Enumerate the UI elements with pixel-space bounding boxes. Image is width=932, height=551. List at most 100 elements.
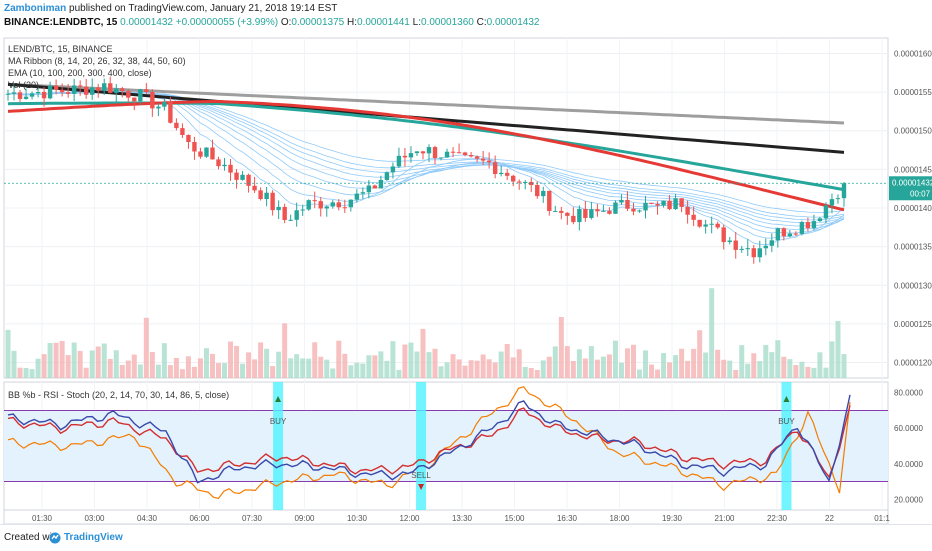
volume-bar — [438, 366, 444, 378]
osc-tick-label: 40.0000 — [894, 460, 923, 469]
volume-bar — [5, 329, 11, 378]
candle-body — [733, 240, 738, 250]
low-label: L: — [412, 17, 421, 28]
volume-bar — [630, 344, 636, 378]
candle-body — [444, 151, 450, 158]
volume-bar — [155, 364, 161, 378]
volume-bar — [793, 365, 799, 378]
candle-body — [258, 190, 263, 200]
candle-body — [739, 248, 744, 250]
candle-body — [559, 210, 564, 213]
candle-body — [426, 147, 432, 154]
volume-bar — [775, 340, 781, 378]
volume-bar — [624, 348, 630, 378]
candle-body — [655, 203, 660, 206]
publish-header: Zamboniman published on TradingView.com,… — [0, 0, 932, 16]
last-price: 0.00001432 — [120, 17, 173, 28]
author-name[interactable]: Zamboniman — [4, 3, 67, 14]
volume-bar — [167, 365, 173, 378]
volume-bar — [649, 364, 655, 378]
candle-body — [643, 202, 648, 211]
candle-body — [174, 122, 179, 129]
volume-bar — [757, 361, 763, 378]
volume-bar — [360, 363, 366, 378]
time-tick-label: 22:30 — [767, 514, 788, 523]
volume-bar — [510, 357, 516, 378]
volume-bar — [41, 354, 47, 378]
volume-bar — [691, 348, 697, 378]
volume-bar — [769, 352, 775, 378]
volume-bar — [444, 362, 450, 378]
volume-bar — [113, 350, 119, 378]
volume-bar — [462, 365, 468, 378]
candle-body — [619, 199, 624, 203]
volume-bar — [576, 349, 582, 378]
volume-bar — [811, 367, 817, 378]
volume-bar — [715, 349, 721, 378]
candle-body — [330, 202, 335, 207]
volume-bar — [606, 354, 612, 378]
volume-bar — [594, 359, 600, 378]
candle-body — [757, 248, 762, 258]
candle-body — [252, 185, 257, 191]
volume-bar — [661, 353, 667, 378]
candle-body — [354, 193, 360, 200]
signal-column — [781, 382, 792, 510]
volume-bar — [486, 359, 492, 378]
price-change: +0.00000055 (+3.99%) — [175, 17, 279, 28]
time-tick-label: 21:00 — [714, 514, 735, 523]
volume-bar — [618, 362, 624, 378]
volume-bar — [312, 342, 318, 378]
volume-bar — [823, 367, 829, 378]
volume-bar — [516, 349, 522, 378]
volume-bar — [721, 359, 727, 378]
candle-body — [17, 92, 23, 99]
candle-body — [589, 209, 594, 218]
candle-body — [216, 159, 221, 167]
candle-body — [120, 88, 125, 92]
candle-body — [180, 128, 185, 135]
volume-bar — [209, 353, 215, 378]
candle-body — [769, 240, 775, 246]
volume-bar — [468, 360, 474, 378]
candle-body — [312, 200, 317, 202]
volume-bar — [588, 346, 594, 378]
candle-body — [414, 151, 420, 154]
volume-bar — [703, 352, 709, 378]
volume-bar — [270, 366, 276, 378]
volume-bar — [450, 354, 456, 378]
candle-body — [234, 172, 239, 180]
signal-column — [273, 382, 284, 510]
candle-body — [523, 181, 528, 183]
candle-body — [571, 215, 576, 223]
volume-bar — [294, 354, 300, 378]
volume-bar — [637, 369, 642, 378]
volume-bar — [107, 358, 113, 378]
candle-body — [547, 190, 552, 211]
tradingview-link[interactable]: TradingView — [64, 532, 123, 543]
volume-bar — [234, 345, 240, 378]
volume-bar — [552, 346, 558, 378]
candle-body — [270, 192, 275, 211]
candle-body — [83, 86, 89, 95]
ma-ribbon-line — [7, 90, 845, 234]
candle-body — [841, 183, 847, 199]
candle-body — [59, 89, 65, 93]
candle-body — [763, 245, 768, 249]
volume-bar — [336, 340, 342, 378]
volume-bar — [600, 356, 606, 378]
candle-body — [90, 87, 95, 95]
candle-body — [679, 198, 684, 207]
candle-body — [47, 85, 53, 99]
candle-body — [703, 224, 708, 227]
volume-bar — [456, 359, 462, 378]
open-label: O: — [280, 17, 292, 28]
volume-bar — [420, 328, 426, 378]
time-tick-label: 22 — [825, 514, 834, 523]
candle-body — [565, 212, 570, 216]
volume-bar — [829, 341, 835, 378]
